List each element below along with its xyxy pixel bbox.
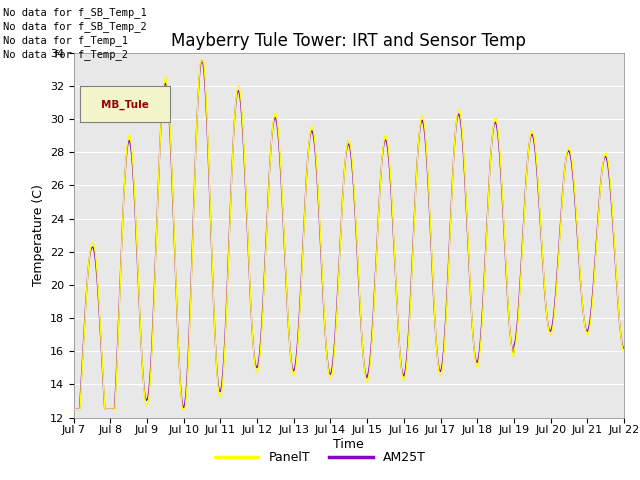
Legend: PanelT, AM25T: PanelT, AM25T: [210, 446, 430, 469]
Text: No data for f_SB_Temp_1
No data for f_SB_Temp_2
No data for f_Temp_1
No data for: No data for f_SB_Temp_1 No data for f_SB…: [3, 7, 147, 60]
Y-axis label: Temperature (C): Temperature (C): [33, 184, 45, 286]
X-axis label: Time: Time: [333, 438, 364, 451]
Text: MB_Tule: MB_Tule: [101, 99, 148, 109]
Title: Mayberry Tule Tower: IRT and Sensor Temp: Mayberry Tule Tower: IRT and Sensor Temp: [172, 32, 526, 50]
